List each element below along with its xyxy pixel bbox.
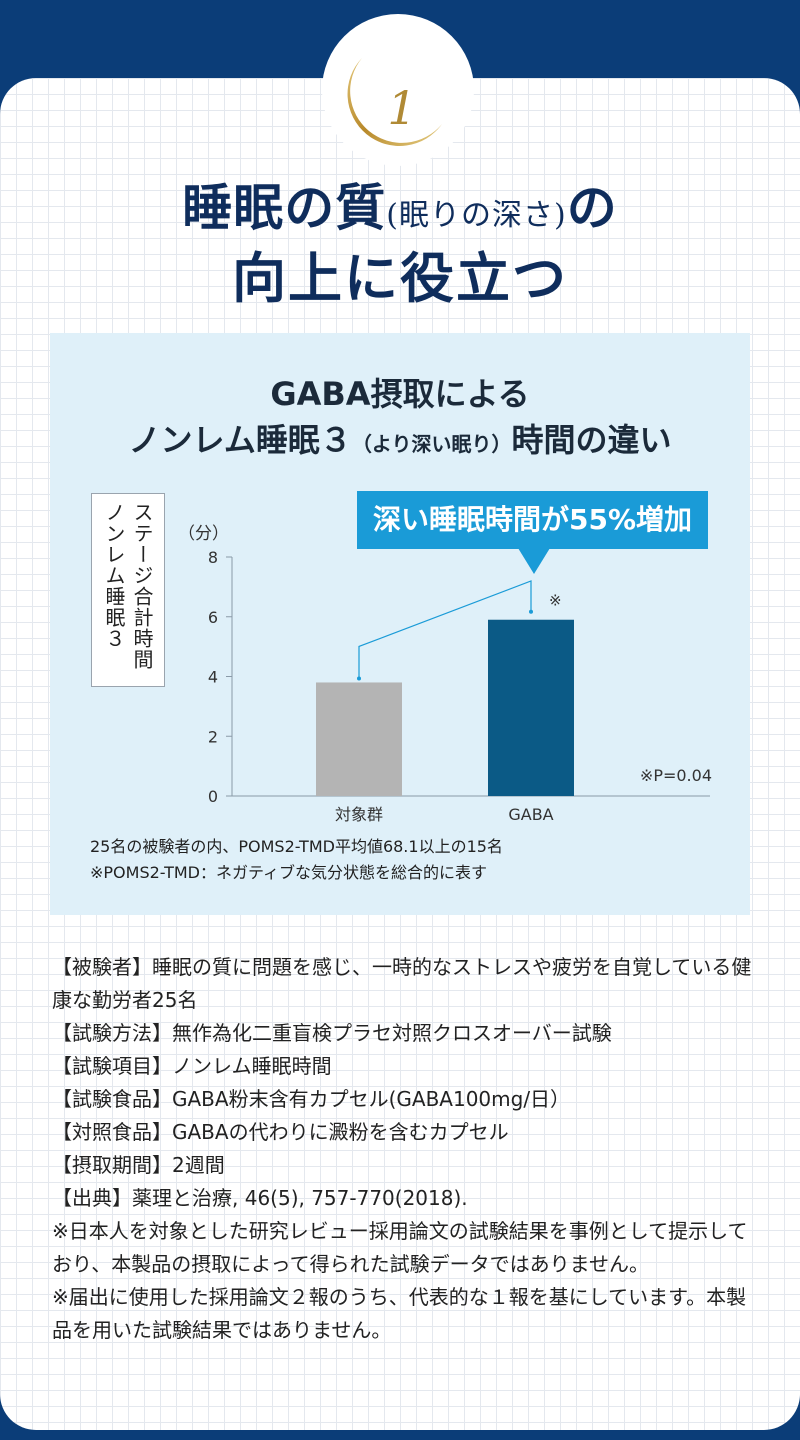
connector-dot-gaba [529,609,533,614]
study-detail-line: 【摂取期間】2週間 [52,1153,225,1177]
chart-panel: GABA摂取による ノンレム睡眠３（より深い眠り）時間の違い ステージ合計時間ノ… [50,333,750,915]
bar-chart: 0 2 4 6 8 対象群 GABA ※ ※P=0.04 [208,548,712,824]
y-tick-label: 6 [208,608,218,627]
panel-title-line1: GABA摂取による [270,375,530,413]
note-poms: ※POMS2-TMD：ネガティブな気分状態を総合的に表す [90,863,488,882]
p-value-label: ※P=0.04 [640,766,712,785]
y-tick-label: 2 [208,727,218,746]
comparison-connector [358,580,532,679]
y-axis-unit: （分） [178,524,229,544]
callout-tail [518,548,550,574]
study-detail-line: 【被験者】睡眠の質に問題を感じ、一時的なストレスや疲労を自覚している健康な勤労者… [52,955,752,1012]
badge-number: 1 [387,81,416,135]
bar-control [316,682,402,796]
study-detail-line: 【試験項目】ノンレム睡眠時間 [52,1054,332,1078]
heading-end: の [566,178,618,237]
bar-gaba [488,619,574,796]
crescent-moon-icon: 1 [347,58,442,146]
y-tick-label: 0 [208,787,218,806]
study-detail-line: ※届出に使用した採用論文２報のうち、代表的な１報を基にしています。本製品を用いた… [52,1285,747,1342]
heading-paren: (眠りの深さ) [386,198,567,233]
heading-line1: 睡眠の質(眠りの深さ)の [0,168,800,240]
study-details: 【被験者】睡眠の質に問題を感じ、一時的なストレスや疲労を自覚している健康な勤労者… [52,951,752,1347]
study-detail-line: 【出典】薬理と治療, 46(5), 757-770(2018). [52,1186,468,1210]
study-detail-line: 【試験食品】GABA粉末含有カプセル(GABA100mg/日） [52,1087,571,1111]
title-end: 時間の違い [511,421,672,459]
heading-main: 睡眠の質 [182,178,387,237]
study-detail-line: 【試験方法】無作為化二重盲検プラセ対照クロスオーバー試験 [52,1021,612,1045]
x-tick-label: GABA [508,805,553,824]
content-card: 1 睡眠の質(眠りの深さ)の 向上に役立つ GABA摂取による ノンレム睡眠３（… [0,14,800,1430]
y-axis-label: ステージ合計時間ノンレム睡眠３ [102,502,154,670]
title-main: ノンレム睡眠３ [128,421,352,459]
study-detail-line: 【対照食品】GABAの代わりに澱粉を含むカプセル [52,1120,509,1144]
panel-title-line2: ノンレム睡眠３（より深い眠り）時間の違い [50,415,750,461]
callout-box: 深い睡眠時間が55%増加 [357,491,708,549]
study-detail-line: ※日本人を対象とした研究レビュー採用論文の試験結果を事例として提示しており、本製… [52,1219,748,1276]
heading-line2: 向上に役立つ [232,246,568,310]
y-tick-label: 8 [208,548,218,567]
y-tick-label: 4 [208,668,218,687]
x-tick-label: 対象群 [335,805,383,824]
badge: 1 [322,14,474,166]
y-axis-label-box: ステージ合計時間ノンレム睡眠３ [91,493,165,687]
title-paren: （より深い眠り） [351,432,512,456]
connector-dot-control [357,676,361,681]
note-sample: 25名の被験者の内、POMS2-TMD平均値68.1以上の15名 [90,837,503,856]
significance-mark: ※ [549,592,562,610]
